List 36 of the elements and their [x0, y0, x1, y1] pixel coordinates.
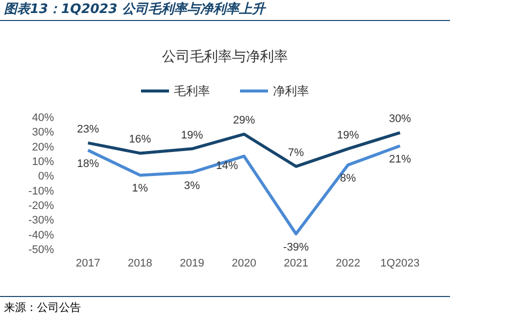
data-label: 18%	[76, 158, 100, 170]
x-tick-label: 2020	[232, 258, 256, 270]
data-label: 16%	[128, 134, 152, 146]
chart-subtitle: 图表13：1Q2023 公司毛利率与净利率上升	[0, 0, 450, 21]
y-tick-label: -30%	[28, 214, 54, 227]
data-label: 19%	[180, 129, 204, 142]
y-tick-label: -10%	[28, 185, 54, 198]
x-tick-label: 2019	[180, 258, 204, 270]
x-tick-label: 2021	[284, 258, 308, 270]
legend-label: 毛利率	[174, 84, 210, 98]
y-tick-label: 10%	[32, 156, 54, 168]
data-label: 23%	[76, 123, 100, 136]
data-label: 1%	[132, 182, 148, 195]
x-tick-label: 1Q2023	[380, 258, 420, 270]
chart-title: 公司毛利率与净利率	[162, 48, 288, 64]
y-tick-label: 20%	[32, 141, 54, 154]
source-note: 来源：公司公告	[0, 296, 450, 320]
x-tick-label: 2018	[128, 258, 152, 270]
data-label: 21%	[388, 153, 412, 166]
legend-label: 净利率	[273, 84, 309, 98]
data-label: 7%	[288, 146, 304, 159]
data-label: -39%	[283, 241, 310, 254]
x-tick-label: 2017	[76, 258, 100, 270]
data-label: 29%	[232, 114, 256, 127]
data-label: 14%	[216, 160, 238, 172]
y-tick-label: -20%	[28, 200, 54, 212]
y-tick-label: 30%	[32, 126, 54, 139]
y-tick-label: -40%	[28, 229, 54, 242]
data-label: 30%	[388, 113, 412, 126]
x-tick-label: 2022	[336, 258, 360, 270]
y-tick-label: -50%	[28, 244, 54, 256]
data-label: 3%	[184, 180, 200, 192]
y-tick-label: 40%	[32, 112, 54, 124]
y-tick-label: 0%	[38, 170, 54, 183]
data-label: 19%	[336, 129, 360, 142]
data-label: 8%	[340, 172, 356, 184]
